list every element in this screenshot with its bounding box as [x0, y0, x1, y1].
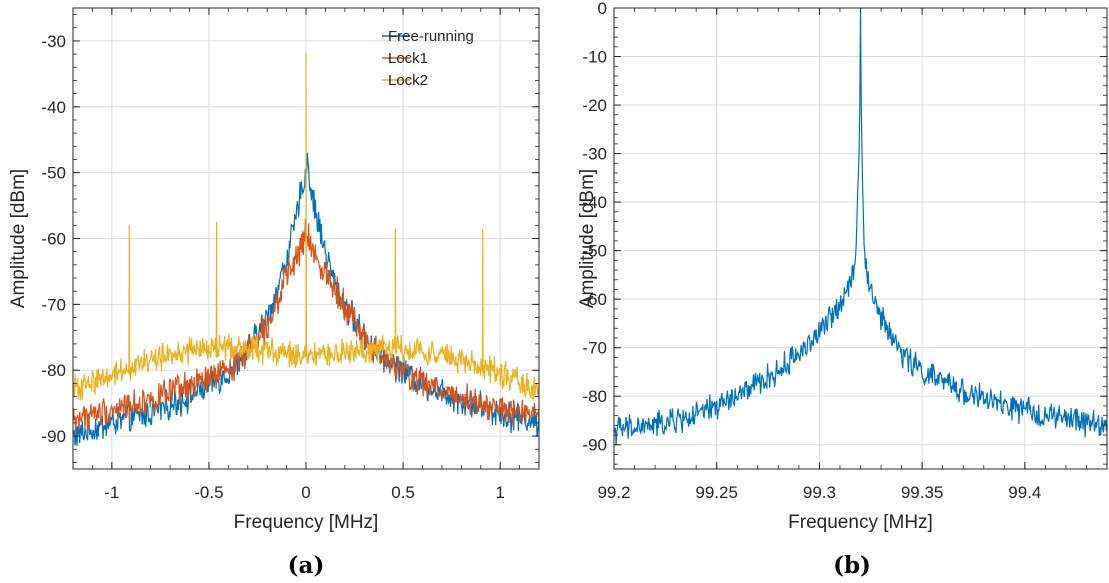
- y-axis-label: Amplitude [dBm]: [8, 169, 29, 308]
- x-tick-label: 99.4: [1008, 483, 1041, 502]
- x-tick-label: 99.25: [695, 483, 738, 502]
- y-tick-label: -70: [582, 339, 607, 358]
- panel-b: 99.2 99.25 99.3 99.35 99.4 0 -10 -20 -30 -40 -50 -6…: [577, 0, 1108, 533]
- panel-a: -1 -0.5 0 0.5 1 -30 -40 -50 -60 -70 -80 -90 Frequenc…: [8, 7, 540, 533]
- y-tick-label: -60: [41, 230, 66, 249]
- legend-label: Lock2: [388, 72, 428, 89]
- y-tick-label: -20: [582, 96, 607, 115]
- x-tick-label: -1: [104, 483, 119, 502]
- y-tick-label: -90: [41, 427, 66, 446]
- y-tick-label: 0: [598, 0, 607, 18]
- panel-label-a: (a): [288, 552, 325, 579]
- y-tick-label: -80: [41, 361, 66, 380]
- y-axis-label: Amplitude [dBm]: [577, 169, 598, 308]
- y-tick-label: -90: [582, 436, 607, 455]
- y-tick-label: -80: [582, 387, 607, 406]
- x-tick-label: 99.3: [803, 483, 836, 502]
- x-tick-label: 0.5: [391, 483, 415, 502]
- x-tick-label: 1: [495, 483, 504, 502]
- x-tick-label: -0.5: [194, 483, 223, 502]
- series-line-lock2: [73, 52, 539, 402]
- y-tick-label: -10: [582, 48, 607, 67]
- y-tick-label: -40: [41, 98, 66, 117]
- x-axis-label: Frequency [MHz]: [234, 512, 379, 533]
- y-tick-label: -50: [41, 164, 66, 183]
- legend-label: Lock1: [388, 50, 428, 67]
- panel-label-b: (b): [833, 552, 871, 579]
- y-tick-label: -40: [582, 193, 607, 212]
- y-tick-label: -70: [41, 295, 66, 314]
- x-tick-label: 0: [301, 483, 310, 502]
- x-axis-label: Frequency [MHz]: [788, 512, 933, 533]
- y-tick-label: -30: [582, 145, 607, 164]
- series-line-trace: [614, 8, 1107, 445]
- x-tick-label: 99.35: [901, 483, 944, 502]
- legend-label: Free-running: [388, 28, 474, 45]
- y-tick-label: -60: [582, 290, 607, 309]
- y-tick-label: -50: [582, 242, 607, 261]
- x-tick-label: 99.2: [597, 483, 630, 502]
- y-tick-label: -30: [41, 32, 66, 51]
